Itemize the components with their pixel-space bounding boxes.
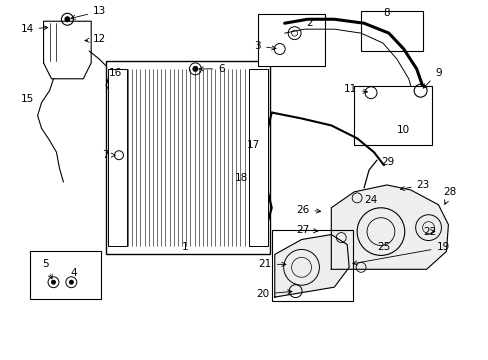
Text: 6: 6 bbox=[199, 64, 224, 74]
Text: 1: 1 bbox=[182, 243, 188, 252]
Text: 7: 7 bbox=[102, 150, 115, 160]
Bar bbox=[360, 11, 422, 51]
Polygon shape bbox=[274, 235, 348, 297]
Circle shape bbox=[65, 17, 70, 22]
Text: 21: 21 bbox=[258, 259, 285, 269]
Bar bbox=[30, 251, 101, 299]
Text: 11: 11 bbox=[343, 84, 366, 94]
Circle shape bbox=[69, 280, 73, 284]
Text: 8: 8 bbox=[383, 8, 389, 18]
Text: 27: 27 bbox=[296, 225, 317, 235]
Text: 19: 19 bbox=[352, 243, 449, 265]
Text: 18: 18 bbox=[234, 173, 247, 183]
Text: 14: 14 bbox=[20, 24, 48, 34]
Text: 16: 16 bbox=[108, 68, 122, 78]
Bar bbox=[106, 61, 269, 255]
Text: 12: 12 bbox=[85, 34, 106, 44]
Text: 28: 28 bbox=[443, 187, 456, 204]
Text: 9: 9 bbox=[423, 68, 441, 88]
Text: 26: 26 bbox=[296, 205, 320, 215]
Text: 20: 20 bbox=[256, 289, 291, 299]
Text: 17: 17 bbox=[246, 140, 259, 150]
Text: 2: 2 bbox=[305, 18, 312, 28]
Polygon shape bbox=[331, 185, 447, 269]
Circle shape bbox=[192, 66, 198, 71]
Polygon shape bbox=[43, 21, 91, 79]
Text: 25: 25 bbox=[376, 243, 389, 252]
Circle shape bbox=[51, 280, 55, 284]
Text: 10: 10 bbox=[396, 125, 409, 135]
Bar bbox=[271, 230, 352, 301]
Text: 15: 15 bbox=[21, 94, 34, 104]
Text: 23: 23 bbox=[400, 180, 429, 190]
Text: 24: 24 bbox=[364, 195, 377, 205]
Text: 13: 13 bbox=[71, 6, 106, 19]
Bar bbox=[108, 69, 127, 247]
Text: 3: 3 bbox=[254, 41, 276, 51]
Bar bbox=[248, 69, 267, 247]
Text: 22: 22 bbox=[423, 226, 436, 237]
Text: 29: 29 bbox=[380, 157, 393, 167]
Text: 5: 5 bbox=[42, 259, 52, 279]
Bar bbox=[257, 14, 325, 66]
Bar bbox=[353, 86, 431, 145]
Text: 4: 4 bbox=[70, 268, 77, 278]
